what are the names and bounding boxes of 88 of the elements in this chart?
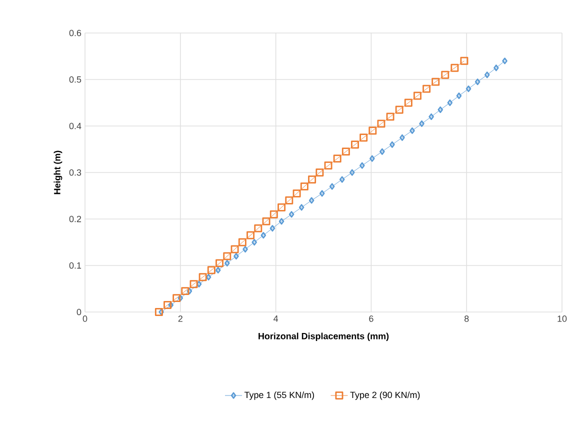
point	[494, 64, 499, 72]
point	[428, 113, 434, 120]
point	[224, 260, 230, 266]
point	[190, 280, 198, 288]
point	[168, 302, 174, 308]
x-tick-label: 10	[558, 316, 567, 322]
point	[441, 70, 450, 79]
y-axis-title: Height (m)	[54, 150, 62, 194]
point	[164, 301, 172, 310]
point	[422, 84, 431, 93]
point	[186, 288, 192, 294]
point	[360, 162, 365, 169]
y-tick-label: 0.5	[69, 76, 82, 83]
point	[278, 203, 286, 212]
y-tick-label: 0	[76, 308, 82, 316]
point	[386, 112, 394, 121]
point	[333, 154, 342, 163]
point	[230, 245, 239, 254]
point	[368, 126, 377, 135]
point	[460, 56, 468, 65]
point	[198, 273, 207, 282]
point	[377, 120, 386, 128]
point	[246, 231, 255, 240]
point	[260, 232, 266, 239]
point	[324, 162, 332, 170]
point	[360, 134, 368, 142]
point	[349, 169, 355, 176]
point	[207, 266, 216, 274]
point	[288, 211, 294, 218]
point	[262, 217, 270, 226]
x-tick-label: 2	[178, 316, 182, 322]
point	[319, 190, 325, 197]
point	[300, 182, 308, 190]
legend-label: Type 1 (55 KN/m)	[244, 392, 314, 400]
point	[370, 155, 375, 162]
point	[215, 266, 221, 274]
x-tick-label: 6	[369, 316, 374, 322]
point	[238, 238, 246, 246]
point	[234, 252, 239, 260]
point	[395, 106, 404, 114]
point	[390, 141, 395, 148]
point	[432, 78, 440, 86]
legend-label: Type 2 (90 KN/m)	[350, 392, 420, 400]
point	[380, 148, 385, 155]
point	[254, 224, 262, 232]
point	[196, 280, 202, 288]
point	[223, 252, 232, 260]
point	[206, 274, 212, 280]
point	[216, 259, 224, 268]
point	[447, 99, 453, 106]
point	[178, 294, 184, 302]
point	[172, 294, 181, 302]
y-tick-label: 0.2	[69, 216, 82, 222]
y-tick-label: 0.1	[69, 262, 82, 269]
x-tick-label: 0	[82, 316, 88, 322]
point	[413, 92, 422, 100]
point	[484, 72, 490, 78]
point	[316, 168, 324, 176]
point	[339, 176, 345, 183]
point	[474, 78, 480, 86]
point	[456, 92, 462, 100]
x-tick-label: 4	[274, 316, 278, 322]
point	[404, 98, 412, 107]
point	[270, 210, 278, 218]
point	[252, 238, 257, 246]
point	[466, 86, 472, 92]
point	[270, 225, 276, 232]
point	[438, 106, 444, 114]
x-tick-label: 8	[464, 316, 469, 322]
point	[308, 175, 316, 184]
point	[278, 218, 284, 225]
point	[410, 127, 415, 134]
y-tick-label: 0.4	[69, 122, 82, 130]
point	[285, 196, 294, 204]
point	[450, 64, 459, 72]
point	[181, 287, 190, 296]
x-axis-title: Horizonal Displacements (mm)	[258, 332, 389, 342]
point	[419, 120, 424, 127]
point	[400, 134, 405, 141]
point	[342, 148, 350, 156]
point	[351, 140, 359, 149]
y-tick-label: 0.3	[69, 169, 82, 176]
point	[298, 204, 304, 211]
point	[329, 183, 335, 190]
point	[292, 189, 301, 198]
point	[308, 197, 314, 204]
point	[242, 246, 248, 253]
y-tick-label: 0.6	[69, 30, 82, 36]
